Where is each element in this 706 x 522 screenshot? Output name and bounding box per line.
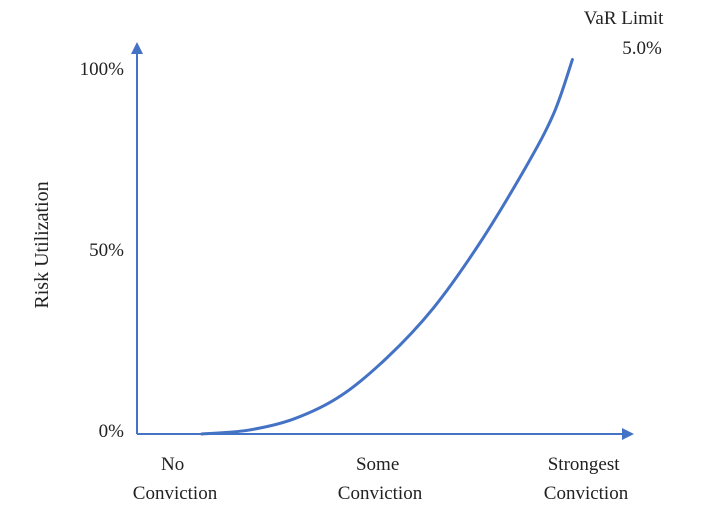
var-limit-annotation: VaR Limit 5.0% xyxy=(584,8,668,59)
x-tick-label-line: No xyxy=(161,454,184,475)
x-tick-label-line: Some xyxy=(356,454,399,475)
x-tick-label: No Conviction xyxy=(133,454,218,504)
x-tick-label-line: Conviction xyxy=(544,483,629,504)
x-tick-label-line: Strongest xyxy=(548,454,621,475)
risk-utilization-curve xyxy=(200,58,574,436)
y-axis-label: Risk Utilization xyxy=(31,181,53,308)
annotation-line: 5.0% xyxy=(622,38,662,59)
y-tick-label: 50% xyxy=(89,240,124,261)
x-tick-label: Some Conviction xyxy=(338,454,423,504)
y-tick-label: 0% xyxy=(99,421,125,442)
y-tick-label: 100% xyxy=(80,59,125,80)
x-tick-label-line: Conviction xyxy=(338,483,423,504)
annotation-line: VaR Limit xyxy=(584,8,664,29)
x-tick-label: Strongest Conviction xyxy=(544,454,629,504)
x-tick-label-line: Conviction xyxy=(133,483,218,504)
